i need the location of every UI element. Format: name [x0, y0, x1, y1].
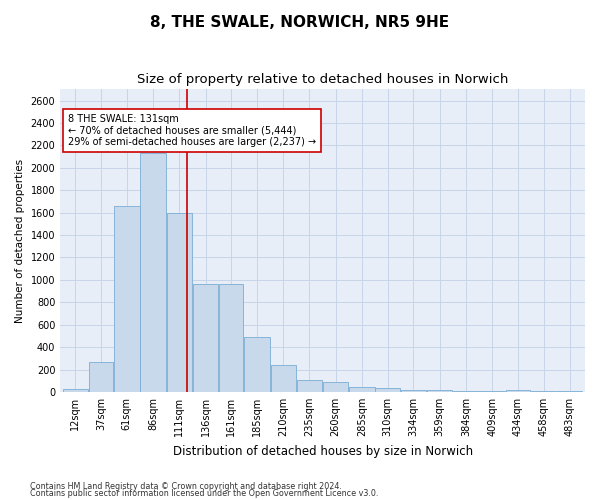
- Text: 8 THE SWALE: 131sqm
← 70% of detached houses are smaller (5,444)
29% of semi-det: 8 THE SWALE: 131sqm ← 70% of detached ho…: [68, 114, 316, 148]
- Text: Contains HM Land Registry data © Crown copyright and database right 2024.: Contains HM Land Registry data © Crown c…: [30, 482, 342, 491]
- Bar: [401, 390, 426, 392]
- Text: 8, THE SWALE, NORWICH, NR5 9HE: 8, THE SWALE, NORWICH, NR5 9HE: [151, 15, 449, 30]
- Bar: [323, 382, 349, 392]
- Title: Size of property relative to detached houses in Norwich: Size of property relative to detached ho…: [137, 72, 508, 86]
- Bar: [244, 337, 269, 392]
- X-axis label: Distribution of detached houses by size in Norwich: Distribution of detached houses by size …: [173, 444, 473, 458]
- Bar: [349, 388, 374, 392]
- Bar: [271, 365, 296, 392]
- Bar: [453, 391, 479, 392]
- Bar: [219, 284, 244, 392]
- Bar: [557, 391, 583, 392]
- Bar: [193, 284, 218, 392]
- Bar: [167, 212, 192, 392]
- Bar: [427, 390, 452, 392]
- Bar: [62, 388, 88, 392]
- Bar: [376, 388, 400, 392]
- Bar: [114, 206, 140, 392]
- Bar: [89, 362, 113, 392]
- Bar: [506, 390, 530, 392]
- Bar: [297, 380, 322, 392]
- Y-axis label: Number of detached properties: Number of detached properties: [15, 158, 25, 323]
- Bar: [140, 154, 166, 392]
- Text: Contains public sector information licensed under the Open Government Licence v3: Contains public sector information licen…: [30, 489, 379, 498]
